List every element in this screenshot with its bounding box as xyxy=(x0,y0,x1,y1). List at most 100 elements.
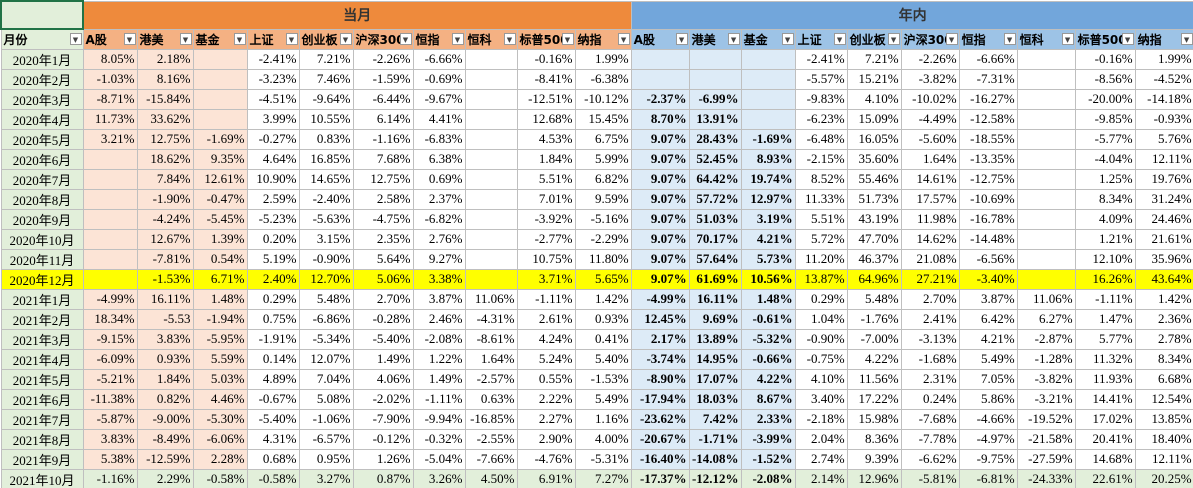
value-cell: 3.38% xyxy=(412,268,466,290)
value-cell: -2.18% xyxy=(794,408,848,430)
value-cell: -0.28% xyxy=(352,308,414,330)
value-cell: -6.48% xyxy=(794,128,848,150)
filter-button[interactable]: ▼ xyxy=(285,32,298,45)
value-cell: -8.71% xyxy=(82,88,138,110)
value-cell: 5.06% xyxy=(352,268,414,290)
value-cell: -5.30% xyxy=(192,408,248,430)
column-header-text: 标普500 xyxy=(1077,32,1127,47)
value-cell: -9.67% xyxy=(412,88,466,110)
value-cell: -1.59% xyxy=(352,68,414,90)
value-cell: -12.12% xyxy=(688,468,742,488)
value-cell: -0.47% xyxy=(192,188,248,210)
value-cell: -5.40% xyxy=(352,328,414,350)
value-cell: 1.99% xyxy=(574,48,632,70)
value-cell: 70.17% xyxy=(688,228,742,250)
filter-button[interactable]: ▼ xyxy=(617,32,630,45)
value-cell: -5.32% xyxy=(740,328,796,350)
filter-button[interactable]: ▼ xyxy=(451,32,464,45)
value-cell: 21.61% xyxy=(1134,228,1193,250)
value-cell: 7.21% xyxy=(846,48,902,70)
table-row: 2020年6月 18.62% 9.35% 4.64% 16.85% 7.68% 6.38% 1… xyxy=(0,148,1193,170)
value-cell: -0.93% xyxy=(1134,108,1193,130)
filter-button[interactable]: ▼ xyxy=(503,32,516,45)
value-cell: 51.03% xyxy=(688,208,742,230)
value-cell: 2.28% xyxy=(192,448,248,470)
value-cell: 1.39% xyxy=(192,228,248,250)
value-cell: 12.97% xyxy=(740,188,796,210)
filter-button[interactable]: ▼ xyxy=(727,32,740,45)
value-cell: -14.48% xyxy=(958,228,1018,250)
value-cell: 9.07% xyxy=(630,148,690,170)
value-cell: 3.83% xyxy=(82,428,138,450)
value-cell xyxy=(464,188,518,210)
filter-button[interactable]: ▼ xyxy=(781,32,794,45)
value-cell: 0.68% xyxy=(246,448,300,470)
month-cell: 2021年9月 xyxy=(0,448,84,470)
value-cell: 1.64% xyxy=(900,148,960,170)
value-cell: -2.29% xyxy=(574,228,632,250)
value-cell: 3.87% xyxy=(958,288,1018,310)
filter-button[interactable]: ▼ xyxy=(69,33,82,45)
filter-button[interactable]: ▼ xyxy=(1003,32,1016,45)
table-row: 2020年1月 8.05% 2.18% -2.41% 7.21% -2.26% -6.66%… xyxy=(0,48,1193,70)
value-cell: -1.16% xyxy=(352,128,414,150)
filter-button[interactable]: ▼ xyxy=(561,32,574,45)
value-cell: 5.86% xyxy=(958,388,1018,410)
value-cell: 3.99% xyxy=(246,108,300,130)
value-cell: 6.42% xyxy=(958,308,1018,330)
month-cell: 2020年3月 xyxy=(0,88,84,110)
value-cell: -2.02% xyxy=(352,388,414,410)
value-cell: 10.90% xyxy=(246,168,300,190)
filter-button[interactable]: ▼ xyxy=(339,32,352,45)
value-cell: -5.60% xyxy=(900,128,960,150)
value-cell: 5.49% xyxy=(574,388,632,410)
value-cell: -9.94% xyxy=(412,408,466,430)
value-cell: 57.64% xyxy=(688,248,742,270)
filter-button[interactable]: ▼ xyxy=(945,32,958,45)
corner-cell[interactable] xyxy=(0,0,84,30)
filter-button[interactable]: ▼ xyxy=(1121,32,1134,45)
value-cell: 2.58% xyxy=(352,188,414,210)
value-cell: 31.24% xyxy=(1134,188,1193,210)
value-cell: -8.56% xyxy=(1074,68,1136,90)
value-cell: -14.08% xyxy=(688,448,742,470)
filter-button[interactable]: ▼ xyxy=(675,32,688,45)
value-cell: 9.07% xyxy=(630,228,690,250)
value-cell: 15.09% xyxy=(846,108,902,130)
value-cell: 8.36% xyxy=(846,428,902,450)
value-cell: 2.18% xyxy=(136,48,194,70)
filter-button[interactable]: ▼ xyxy=(833,32,846,45)
filter-button[interactable]: ▼ xyxy=(179,32,192,45)
column-header-text: 标普500 xyxy=(519,32,569,47)
table-row: 2020年10月 12.67% 1.39% 0.20% 3.15% 2.35% 2.76% -… xyxy=(0,228,1193,250)
value-cell: -5.53 xyxy=(136,308,194,330)
value-cell: 1.64% xyxy=(464,348,518,370)
filter-button[interactable]: ▼ xyxy=(887,32,900,45)
value-cell: 6.14% xyxy=(352,108,414,130)
group-header: 年内 xyxy=(630,0,1193,30)
filter-button[interactable]: ▼ xyxy=(399,32,412,45)
value-cell: 2.29% xyxy=(136,468,194,488)
value-cell: 4.31% xyxy=(246,428,300,450)
value-cell: 24.46% xyxy=(1134,208,1193,230)
value-cell: 64.96% xyxy=(846,268,902,290)
value-cell xyxy=(82,248,138,270)
value-cell: 4.06% xyxy=(352,368,414,390)
month-cell: 2021年6月 xyxy=(0,388,84,410)
filter-button[interactable]: ▼ xyxy=(1180,32,1193,45)
value-cell: 4.22% xyxy=(740,368,796,390)
filter-button[interactable]: ▼ xyxy=(233,32,246,45)
value-cell: 12.07% xyxy=(298,348,354,370)
value-cell: 8.93% xyxy=(740,148,796,170)
value-cell: 1.84% xyxy=(136,368,194,390)
value-cell: 7.27% xyxy=(574,468,632,488)
value-cell: 22.61% xyxy=(1074,468,1136,488)
value-cell: 15.21% xyxy=(846,68,902,90)
value-cell: -0.61% xyxy=(740,308,796,330)
value-cell: -2.41% xyxy=(794,48,848,70)
filter-button[interactable]: ▼ xyxy=(1061,32,1074,45)
filter-button[interactable]: ▼ xyxy=(123,32,136,45)
value-cell: -4.51% xyxy=(246,88,300,110)
column-header: 上证 ▼ xyxy=(794,28,848,50)
column-header: 基金 ▼ xyxy=(192,28,248,50)
